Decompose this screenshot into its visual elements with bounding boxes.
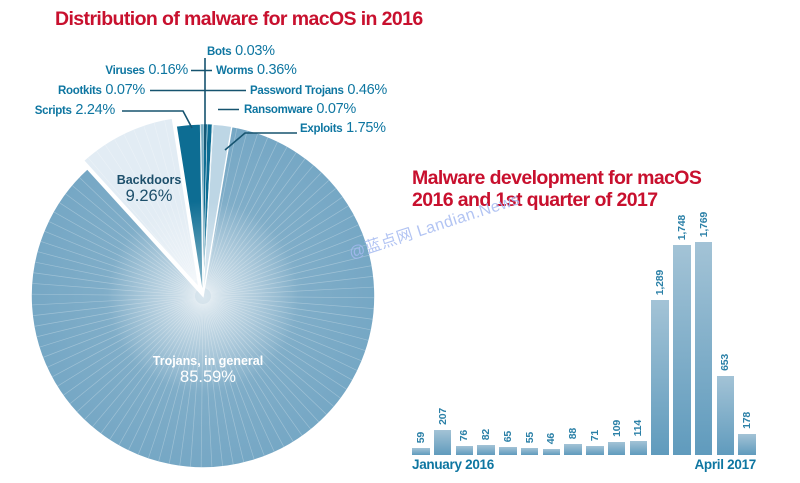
bar: 71 [586,430,604,455]
bar: 46 [542,433,561,455]
callout-ransomware-percent: 0.07% [312,101,356,117]
callout-bots-percent: 0.03% [231,43,275,59]
bar: 55 [520,432,539,455]
trojans-percent: 85.59% [180,368,236,386]
callout-ransomware-name: Ransomware [244,104,313,116]
bar-value-label: 55 [523,431,536,443]
bar-value-label: 46 [545,432,558,444]
callout-viruses-name: Viruses [105,65,145,77]
callout-password-trojans-percent: 0.46% [343,82,387,98]
backdoors-name: Backdoors [116,173,182,187]
bar-value-label: 71 [588,429,601,441]
x-axis-start-label: January 2016 [412,457,494,472]
callout-exploits-percent: 1.75% [342,120,386,136]
bar-value-label: 59 [414,431,427,443]
bar: 109 [607,420,626,455]
callout-viruses-percent: 0.16% [144,62,188,78]
bar-series: 59 207 76 82 65 55 46 88 71 109 114 1,289 1,748 1,769… [412,212,756,455]
callout-leader-line [122,110,193,129]
callout-worms-name: Worms [216,65,254,77]
callout-password-trojans: Password Trojans 0.46% [250,82,387,99]
bar-chart-title: Malware development for macOS 2016 and 1… [412,167,702,211]
x-axis-end-label: April 2017 [694,457,756,472]
bar: 207 [433,408,452,455]
bar-value-label: 65 [501,430,514,442]
bar: 653 [716,354,735,455]
callout-scripts-percent: 2.24% [71,102,115,118]
bar-value-label: 76 [458,429,471,441]
bar: 59 [412,432,430,455]
callout-rootkits-name: Rootkits [58,85,102,97]
bar: 88 [564,428,582,455]
backdoors-slice-label: Backdoors 9.26% [99,173,199,204]
bar-value-label: 82 [480,428,493,440]
bar-title-line2: 2016 and 1st quarter of 2017 [412,189,658,211]
bar: 76 [455,430,474,455]
callout-exploits-name: Exploits [300,123,343,135]
callout-exploits: Exploits 1.75% [300,120,386,137]
bar-value-label: 653 [719,354,732,371]
bar-value-label: 88 [567,427,580,439]
callout-password-trojans-name: Password Trojans [250,85,344,97]
backdoors-percent: 9.26% [125,187,173,205]
bar: 65 [499,431,517,455]
bar: 82 [477,429,495,455]
callout-rootkits: Rootkits 0.07% [45,82,145,99]
callout-viruses: Viruses 0.16% [88,62,188,79]
bar-value-label: 1,769 [697,211,710,237]
callout-rootkits-percent: 0.07% [101,82,145,98]
bar: 1,289 [651,270,669,455]
bar: 1,748 [673,215,691,455]
bar: 178 [738,412,756,455]
callout-scripts-name: Scripts [34,105,72,117]
trojans-slice-label: Trojans, in general 85.59% [128,354,288,385]
pie-chart [30,58,376,469]
callout-bots-name: Bots [207,46,232,58]
bar-value-label: 114 [632,419,645,436]
pie-center-glow [108,201,298,391]
callout-bots: Bots 0.03% [207,43,275,60]
callout-worms-percent: 0.36% [253,62,297,78]
pie-slice-rootkits [200,123,204,297]
callout-ransomware: Ransomware 0.07% [244,101,356,118]
bar-x-axis: January 2016 April 2017 [412,457,756,472]
pie-chart-title: Distribution of malware for macOS in 201… [55,8,423,30]
bar: 114 [629,420,648,455]
bar-value-label: 109 [610,420,623,437]
trojans-name: Trojans, in general [152,354,264,368]
bar-value-label: 1,748 [675,214,688,240]
bar-title-line1: Malware development for macOS [412,167,702,189]
bar: 1,769 [694,212,713,455]
callout-scripts: Scripts 2.24% [15,102,116,119]
bar-value-label: 1,289 [654,269,667,295]
callout-worms: Worms 0.36% [216,62,297,79]
bar-value-label: 207 [436,408,449,425]
callout-leader-line [224,132,297,151]
bar-value-label: 178 [741,412,754,429]
